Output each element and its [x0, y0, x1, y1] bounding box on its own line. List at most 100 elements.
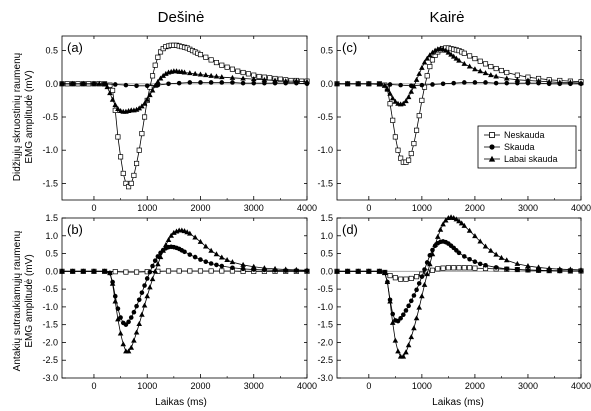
point-labai-skauda — [389, 95, 396, 101]
point-labai-skauda — [80, 80, 87, 86]
ylabel-top-line1: Didžiųjų skruostinių raumenų — [12, 52, 23, 181]
point-neskauda — [176, 268, 182, 274]
point-neskauda — [123, 269, 129, 275]
point-neskauda — [197, 268, 204, 274]
point-labai-skauda — [567, 79, 574, 85]
point-labai-skauda — [261, 265, 268, 271]
legend-item-neskauda: Neskauda — [484, 130, 545, 140]
point-labai-skauda — [578, 266, 584, 272]
plot-frame — [336, 35, 582, 201]
point-neskauda — [245, 71, 251, 77]
point-labai-skauda — [503, 257, 510, 263]
point-skauda — [251, 80, 257, 86]
point-labai-skauda — [144, 293, 151, 299]
point-labai-skauda — [395, 348, 401, 354]
point-neskauda — [416, 113, 422, 119]
point-labai-skauda — [437, 226, 444, 232]
point-labai-skauda — [400, 100, 407, 106]
point-skauda — [144, 276, 150, 281]
point-neskauda — [197, 52, 204, 58]
point-labai-skauda — [101, 268, 108, 274]
point-neskauda — [440, 265, 446, 271]
point-labai-skauda — [578, 80, 584, 86]
point-labai-skauda — [525, 77, 531, 83]
y-tick-label: 1.5 — [45, 213, 58, 223]
point-labai-skauda — [109, 280, 116, 286]
point-labai-skauda — [282, 266, 289, 272]
point-labai-skauda — [466, 63, 473, 69]
point-labai-skauda — [128, 344, 135, 350]
point-skauda — [422, 267, 427, 272]
x-tick-label: 1000 — [412, 381, 432, 391]
point-neskauda — [110, 87, 116, 93]
point-skauda — [493, 80, 499, 86]
point-labai-skauda — [488, 72, 494, 78]
point-labai-skauda — [440, 221, 446, 227]
point-labai-skauda — [112, 102, 119, 108]
point-labai-skauda — [482, 243, 489, 249]
point-labai-skauda — [181, 69, 188, 75]
panel-label: (a) — [67, 40, 83, 55]
point-labai-skauda — [187, 70, 193, 76]
point-labai-skauda — [525, 263, 531, 268]
y-tick-label: -3.0 — [42, 373, 58, 383]
point-skauda — [430, 82, 435, 87]
point-labai-skauda — [213, 73, 220, 79]
y-tick-label: -1.5 — [42, 320, 58, 330]
point-labai-skauda — [117, 330, 124, 336]
point-labai-skauda — [250, 76, 257, 82]
y-tick-label: -2.0 — [42, 337, 58, 347]
point-labai-skauda — [115, 316, 121, 322]
point-labai-skauda — [157, 75, 164, 81]
point-labai-skauda — [405, 94, 412, 100]
point-neskauda — [203, 54, 209, 60]
point-neskauda — [451, 265, 457, 271]
point-labai-skauda — [218, 254, 225, 260]
point-labai-skauda — [133, 106, 140, 112]
point-skauda — [493, 265, 499, 270]
point-labai-skauda — [376, 81, 383, 87]
point-labai-skauda — [192, 70, 198, 76]
point-labai-skauda — [261, 76, 268, 82]
point-skauda — [126, 319, 131, 325]
point-labai-skauda — [450, 53, 457, 59]
point-labai-skauda — [147, 284, 153, 290]
point-labai-skauda — [282, 78, 289, 84]
point-labai-skauda — [514, 260, 521, 266]
point-neskauda — [392, 134, 398, 140]
panel-b: 0 1000 2000 3000 4000 -3.0 -2.5 -2.0 -1.5 -1.0 -0.… — [42, 213, 317, 391]
point-labai-skauda — [109, 96, 116, 102]
x-tick-label: 4000 — [297, 203, 317, 213]
plot-frame — [61, 35, 308, 201]
point-labai-skauda — [69, 268, 76, 274]
point-neskauda — [235, 68, 241, 74]
point-labai-skauda — [203, 243, 209, 249]
y-tick-label: -0.5 — [42, 112, 58, 122]
ylabel-bottom-line2: EMG amplitudė (mV) — [24, 254, 35, 347]
point-skauda — [118, 315, 123, 320]
point-labai-skauda — [482, 70, 489, 76]
point-labai-skauda — [376, 268, 383, 274]
y-tick-label: 0.0 — [45, 266, 58, 276]
point-skauda — [214, 262, 219, 268]
series-neskauda — [59, 42, 310, 190]
point-neskauda — [288, 77, 294, 84]
x-tick-label: 0 — [366, 203, 371, 213]
x-tick-label: 3000 — [244, 381, 264, 391]
point-neskauda — [112, 269, 118, 275]
point-labai-skauda — [384, 279, 391, 284]
point-labai-skauda — [208, 72, 214, 78]
point-skauda — [462, 254, 467, 259]
point-labai-skauda — [293, 266, 300, 272]
point-skauda — [152, 258, 158, 263]
point-labai-skauda — [197, 71, 204, 77]
point-labai-skauda — [240, 75, 246, 81]
point-labai-skauda — [556, 266, 563, 272]
point-neskauda — [165, 268, 172, 274]
x-tick-label: 0 — [91, 381, 96, 391]
plot-frame — [336, 217, 582, 379]
y-tick-label: -2.5 — [317, 355, 333, 365]
point-neskauda — [134, 160, 140, 167]
point-skauda — [408, 298, 414, 304]
y-tick-label: 0.0 — [320, 79, 333, 89]
